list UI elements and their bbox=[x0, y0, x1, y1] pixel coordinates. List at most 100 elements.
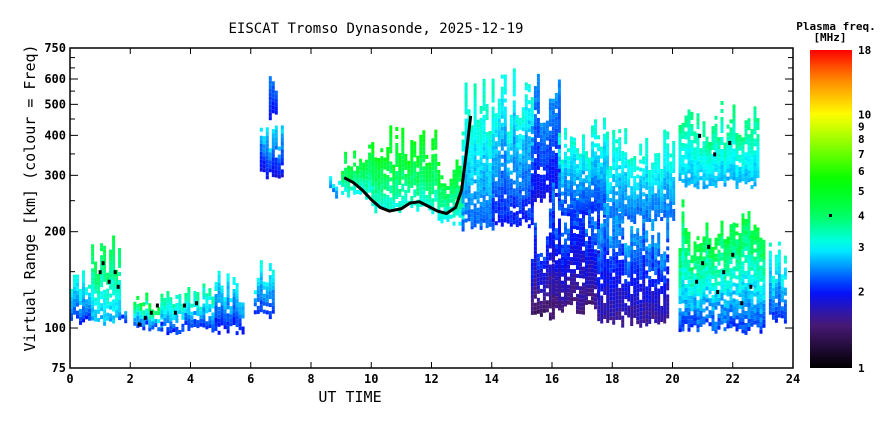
echo-cell bbox=[533, 122, 537, 127]
echo-cell bbox=[666, 234, 670, 239]
x-tick-label: 8 bbox=[307, 372, 314, 386]
echo-cell bbox=[100, 315, 104, 320]
echo-cell bbox=[771, 311, 775, 316]
echo-cell bbox=[512, 104, 516, 109]
echo-cell bbox=[564, 294, 567, 299]
echo-cell bbox=[687, 169, 691, 174]
echo-cell bbox=[533, 102, 537, 107]
trace-dot bbox=[701, 261, 705, 266]
echo-cell bbox=[630, 194, 634, 199]
echo-cell bbox=[109, 277, 113, 282]
echo-cell bbox=[85, 299, 88, 304]
echo-cell bbox=[636, 296, 640, 301]
echo-cell bbox=[265, 131, 269, 136]
echo-cell bbox=[235, 307, 239, 312]
echo-cell bbox=[723, 243, 727, 248]
echo-cell bbox=[591, 205, 594, 210]
echo-cell bbox=[687, 181, 691, 186]
echo-cell bbox=[735, 173, 739, 177]
echo-cell bbox=[497, 110, 501, 115]
echo-cell bbox=[184, 312, 188, 317]
echo-cell bbox=[79, 292, 82, 297]
echo-cell bbox=[524, 210, 528, 215]
echo-cell bbox=[169, 321, 173, 326]
echo-cell bbox=[732, 318, 736, 323]
echo-cell bbox=[594, 257, 597, 262]
echo-cell bbox=[588, 268, 591, 273]
echo-cell bbox=[491, 137, 495, 142]
echo-cell bbox=[633, 208, 637, 212]
echo-cell bbox=[666, 155, 670, 160]
echo-cell bbox=[579, 230, 582, 235]
echo-cell bbox=[259, 260, 263, 265]
echo-cell bbox=[139, 310, 143, 315]
echo-cell bbox=[395, 203, 399, 207]
echo-cell bbox=[756, 323, 760, 328]
echo-cell bbox=[274, 137, 278, 142]
echo-cell bbox=[223, 301, 227, 306]
echo-cell bbox=[545, 260, 549, 265]
echo-cell bbox=[591, 161, 594, 166]
echo-cell bbox=[199, 306, 203, 311]
echo-cell bbox=[627, 195, 631, 200]
echo-cell bbox=[597, 265, 601, 270]
echo-cell bbox=[184, 308, 188, 313]
echo-cell bbox=[419, 174, 423, 179]
echo-cell bbox=[407, 188, 411, 193]
echo-cell bbox=[229, 318, 233, 323]
echo-cell bbox=[603, 307, 607, 311]
echo-cell bbox=[341, 170, 345, 175]
echo-cell bbox=[564, 274, 567, 279]
echo-cell bbox=[564, 242, 567, 247]
echo-cell bbox=[461, 163, 465, 168]
echo-cell bbox=[112, 255, 116, 260]
echo-cell bbox=[190, 311, 194, 316]
echo-cell bbox=[741, 293, 745, 298]
echo-cell bbox=[621, 183, 625, 187]
echo-cell bbox=[579, 306, 582, 311]
echo-cell bbox=[705, 238, 709, 243]
echo-cell bbox=[702, 320, 706, 325]
echo-cell bbox=[217, 318, 221, 323]
echo-cell bbox=[714, 143, 718, 148]
echo-cell bbox=[431, 146, 435, 151]
echo-cell bbox=[741, 141, 745, 146]
echo-cell bbox=[555, 252, 558, 257]
echo-cell bbox=[368, 164, 372, 169]
echo-cell bbox=[91, 244, 95, 249]
echo-cell bbox=[494, 193, 498, 198]
echo-cell bbox=[548, 312, 552, 317]
echo-cell bbox=[73, 298, 76, 303]
echo-cell bbox=[690, 287, 694, 292]
echo-cell bbox=[657, 213, 661, 218]
echo-cell bbox=[530, 150, 534, 155]
echo-cell bbox=[678, 320, 682, 325]
echo-cell bbox=[103, 289, 107, 294]
echo-cell bbox=[741, 169, 745, 174]
echo-cell bbox=[347, 173, 351, 178]
echo-cell bbox=[747, 219, 751, 223]
echo-cell bbox=[211, 312, 215, 317]
echo-cell bbox=[542, 300, 546, 305]
echo-cell bbox=[678, 296, 682, 301]
echo-cell bbox=[711, 130, 715, 135]
echo-cell bbox=[479, 201, 483, 206]
echo-cell bbox=[747, 162, 751, 167]
echo-cell bbox=[678, 272, 682, 277]
echo-cell bbox=[443, 207, 447, 212]
echo-cell bbox=[648, 287, 652, 292]
echo-cell bbox=[407, 164, 411, 169]
echo-cell bbox=[527, 108, 531, 113]
echo-cell bbox=[512, 192, 516, 197]
echo-cell bbox=[636, 308, 640, 313]
echo-cell bbox=[521, 175, 525, 180]
echo-cell bbox=[735, 133, 739, 137]
echo-cell bbox=[639, 167, 643, 172]
echo-cell bbox=[687, 283, 691, 288]
echo-cell bbox=[663, 291, 667, 296]
echo-cell bbox=[573, 285, 576, 290]
echo-cell bbox=[744, 164, 748, 169]
echo-cell bbox=[777, 289, 781, 294]
echo-cell bbox=[660, 266, 664, 270]
